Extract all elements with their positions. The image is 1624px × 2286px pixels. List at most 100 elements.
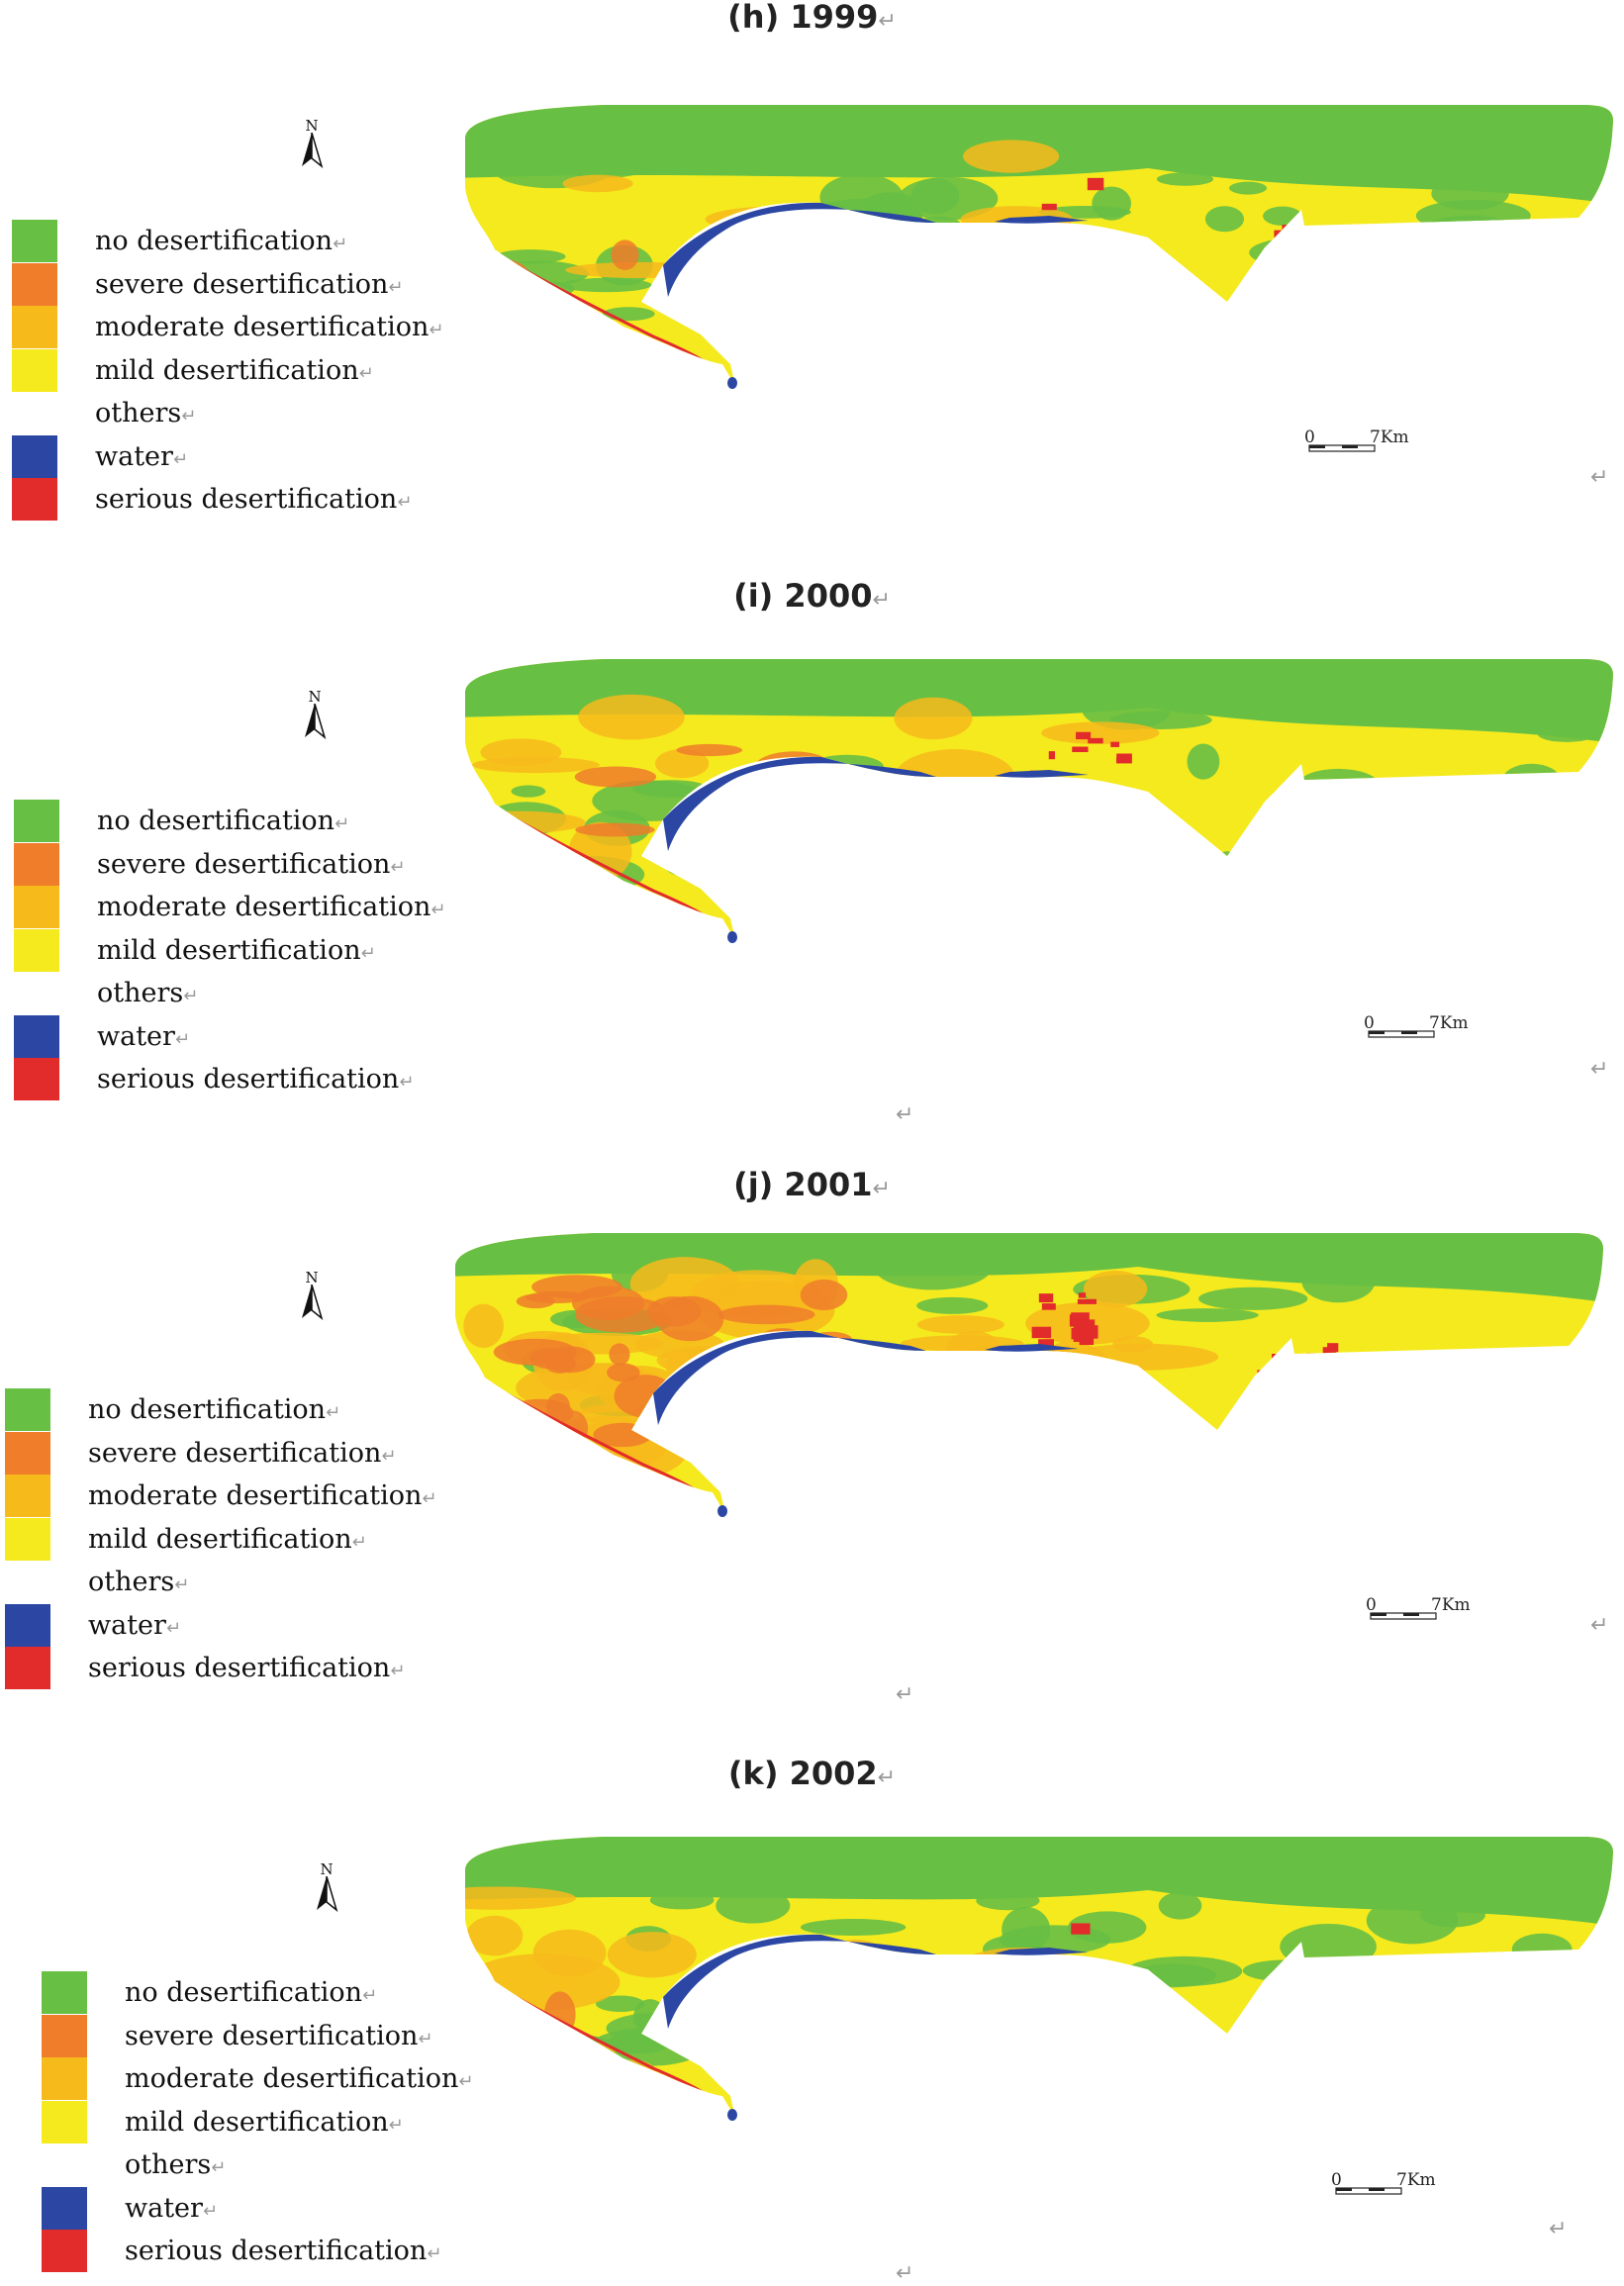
legend-label-text: moderate desertification bbox=[125, 2063, 459, 2094]
severe-desertification-patch bbox=[768, 791, 860, 821]
no-desertification-area bbox=[465, 659, 1613, 747]
no-desertification-patch bbox=[874, 279, 987, 307]
return-mark: ↵ bbox=[334, 813, 350, 834]
severe-desertification-patch bbox=[655, 1295, 724, 1342]
panel-title: (k) 2002↵ bbox=[0, 1755, 1624, 1792]
panel-title: (j) 2001↵ bbox=[0, 1166, 1624, 1203]
legend-swatch bbox=[12, 434, 57, 478]
serious-desertification-patch bbox=[1307, 806, 1326, 815]
legend-swatch bbox=[5, 1388, 50, 1431]
moderate-desertification-patch bbox=[710, 2027, 836, 2075]
legend-label-text: serious desertification bbox=[95, 484, 398, 515]
severe-desertification-patch bbox=[526, 1428, 559, 1475]
legend-item: no desertification↵ bbox=[14, 800, 430, 842]
no-desertification-patch bbox=[820, 790, 887, 816]
legend-item: no desertification↵ bbox=[5, 1388, 421, 1431]
river-mouth-water bbox=[727, 931, 737, 943]
legend-label-text: water bbox=[97, 1020, 175, 1052]
legend-label-text: mild desertification bbox=[88, 1523, 352, 1555]
no-desertification-patch bbox=[1121, 868, 1167, 901]
no-desertification-patch bbox=[1505, 2055, 1554, 2074]
serious-desertification-patch bbox=[1031, 1326, 1052, 1339]
no-desertification-patch bbox=[1212, 690, 1266, 714]
legend-item: serious desertification↵ bbox=[12, 478, 428, 521]
moderate-desertification-patch bbox=[949, 1947, 1090, 2003]
no-desertification-patch bbox=[1319, 238, 1378, 256]
severe-desertification-patch bbox=[764, 1420, 812, 1454]
moderate-desertification-patch bbox=[901, 1335, 1024, 1352]
no-desertification-patch bbox=[1522, 262, 1607, 281]
desertification-map bbox=[465, 105, 1613, 389]
serious-desertification-patch bbox=[1110, 741, 1120, 747]
serious-desertification-patch bbox=[1293, 795, 1303, 810]
no-desertification-patch bbox=[1255, 257, 1360, 304]
no-desertification-patch bbox=[1327, 810, 1442, 850]
no-desertification-patch bbox=[1431, 176, 1509, 211]
legend-label: severe desertification↵ bbox=[125, 2021, 432, 2051]
legend-label: severe desertification↵ bbox=[95, 269, 403, 300]
moderate-desertification-patch bbox=[460, 1412, 516, 1450]
moderate-desertification-patch bbox=[567, 2042, 621, 2092]
return-mark: ↵ bbox=[427, 2243, 442, 2264]
river-mouth-water bbox=[727, 377, 737, 389]
legend-item: mild desertification↵ bbox=[42, 2100, 457, 2143]
legend-label: water↵ bbox=[125, 2193, 218, 2224]
severe-desertification-patch bbox=[790, 1401, 823, 1442]
moderate-desertification-patch bbox=[995, 812, 1118, 839]
no-desertification-patch bbox=[1067, 139, 1110, 164]
no-desertification-patch bbox=[606, 2012, 711, 2045]
north-label: N bbox=[305, 117, 319, 135]
serious-desertification-patch bbox=[1267, 810, 1285, 817]
no-desertification-patch bbox=[1525, 2005, 1602, 2053]
legend-label: severe desertification↵ bbox=[88, 1438, 396, 1469]
legend-label: mild desertification↵ bbox=[97, 935, 376, 966]
no-desertification-patch bbox=[1156, 1308, 1259, 1322]
legend-label: mild desertification↵ bbox=[95, 355, 374, 386]
legend-item: mild desertification↵ bbox=[14, 928, 430, 972]
north-label: N bbox=[320, 1860, 334, 1878]
legend-label: no desertification↵ bbox=[95, 226, 347, 256]
return-mark: ↵ bbox=[429, 320, 444, 340]
return-mark: ↵ bbox=[388, 276, 404, 298]
moderate-desertification-patch bbox=[894, 749, 1015, 808]
no-desertification-patch bbox=[987, 1452, 1048, 1474]
return-mark: ↵ bbox=[181, 406, 197, 427]
no-desertification-patch bbox=[1420, 1902, 1485, 1928]
severe-desertification-patch bbox=[574, 766, 657, 788]
severe-desertification-patch bbox=[717, 1304, 815, 1325]
no-desertification-patch bbox=[1082, 688, 1172, 730]
paragraph-return-mark: ↵ bbox=[896, 2261, 914, 2286]
return-mark: ↵ bbox=[390, 1661, 406, 1681]
scale-km-label: 7Km bbox=[1429, 1013, 1469, 1033]
moderate-desertification-patch bbox=[970, 1448, 1108, 1477]
map-fill-group bbox=[465, 1837, 1613, 2118]
paragraph-return-mark: ↵ bbox=[896, 1682, 914, 1707]
serious-desertification-patch bbox=[1038, 1339, 1054, 1351]
return-mark: ↵ bbox=[326, 1402, 341, 1423]
severe-desertification-patch bbox=[718, 1353, 763, 1397]
return-mark: ↵ bbox=[877, 1765, 897, 1790]
panel-title: (h) 1999↵ bbox=[0, 0, 1624, 36]
no-desertification-patch bbox=[850, 1992, 917, 2040]
serious-desertification-patch bbox=[1315, 799, 1324, 811]
no-desertification-patch bbox=[1261, 296, 1361, 322]
legend-item: moderate desertification↵ bbox=[42, 2057, 473, 2100]
moderate-desertification-patch bbox=[655, 748, 710, 779]
serious-desertification-patch bbox=[1088, 737, 1103, 744]
no-desertification-patch bbox=[1093, 874, 1176, 888]
severe-desertification-patch bbox=[800, 1279, 848, 1311]
no-desertification-patch bbox=[898, 2020, 948, 2050]
no-desertification-patch bbox=[495, 249, 566, 264]
scale-bar: 0 7Km bbox=[1304, 428, 1423, 455]
serious-desertification-patch bbox=[1072, 746, 1089, 753]
moderate-desertification-patch bbox=[607, 1932, 697, 1978]
moderate-desertification-patch bbox=[1094, 294, 1201, 323]
legend-swatch bbox=[5, 1517, 50, 1561]
legend-label: serious desertification↵ bbox=[88, 1653, 405, 1683]
legend-swatch bbox=[5, 1647, 50, 1689]
no-desertification-patch bbox=[1210, 851, 1245, 882]
no-desertification-patch bbox=[1465, 125, 1560, 156]
moderate-desertification-patch bbox=[850, 1419, 962, 1439]
paragraph-return-mark: ↵ bbox=[1590, 1613, 1609, 1638]
scale-km-label: 7Km bbox=[1396, 2170, 1436, 2190]
